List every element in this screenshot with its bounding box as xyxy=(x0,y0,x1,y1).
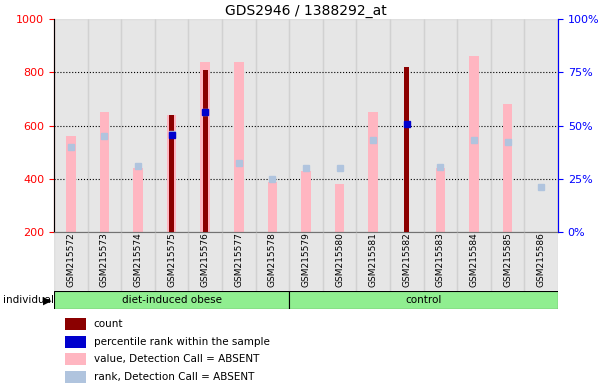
Text: percentile rank within the sample: percentile rank within the sample xyxy=(94,337,269,347)
Text: GSM215585: GSM215585 xyxy=(503,232,512,287)
Text: control: control xyxy=(406,295,442,305)
Text: GSM215582: GSM215582 xyxy=(403,232,412,287)
Bar xyxy=(88,232,121,292)
Bar xyxy=(524,19,558,232)
Bar xyxy=(323,232,356,292)
Title: GDS2946 / 1388292_at: GDS2946 / 1388292_at xyxy=(225,4,387,18)
Text: GSM215577: GSM215577 xyxy=(235,232,244,287)
Text: rank, Detection Call = ABSENT: rank, Detection Call = ABSENT xyxy=(94,372,254,382)
Bar xyxy=(356,19,390,232)
Bar xyxy=(169,115,174,232)
FancyBboxPatch shape xyxy=(54,291,289,309)
Bar xyxy=(457,19,491,232)
Text: individual: individual xyxy=(3,295,54,305)
Text: ▶: ▶ xyxy=(43,295,52,305)
Bar xyxy=(54,232,88,292)
Bar xyxy=(88,19,121,232)
Bar xyxy=(335,184,344,232)
Bar xyxy=(200,62,210,232)
Bar xyxy=(436,169,445,232)
Bar xyxy=(155,19,188,232)
Bar xyxy=(155,232,188,292)
Bar xyxy=(121,232,155,292)
Text: GSM215576: GSM215576 xyxy=(200,232,210,287)
Text: GSM215583: GSM215583 xyxy=(436,232,445,287)
FancyBboxPatch shape xyxy=(289,291,558,309)
Bar xyxy=(469,56,479,232)
Text: value, Detection Call = ABSENT: value, Detection Call = ABSENT xyxy=(94,354,259,364)
Bar xyxy=(222,19,256,232)
Bar xyxy=(66,136,76,232)
Bar xyxy=(222,232,256,292)
Bar xyxy=(356,232,390,292)
Bar xyxy=(65,318,86,330)
Bar xyxy=(404,67,409,232)
Bar xyxy=(54,19,88,232)
Bar xyxy=(323,19,356,232)
Bar xyxy=(203,70,208,232)
Text: GSM215586: GSM215586 xyxy=(537,232,546,287)
Text: GSM215584: GSM215584 xyxy=(470,232,479,287)
Bar xyxy=(289,19,323,232)
Bar xyxy=(390,19,424,232)
Bar xyxy=(503,104,512,232)
Text: diet-induced obese: diet-induced obese xyxy=(122,295,221,305)
Bar xyxy=(256,19,289,232)
Text: GSM215573: GSM215573 xyxy=(100,232,109,287)
Bar xyxy=(188,232,222,292)
Bar xyxy=(65,353,86,365)
Bar xyxy=(256,232,289,292)
Text: GSM215574: GSM215574 xyxy=(133,232,143,287)
Bar xyxy=(424,232,457,292)
Bar xyxy=(167,115,176,232)
Text: GSM215578: GSM215578 xyxy=(268,232,277,287)
Bar xyxy=(289,232,323,292)
Bar xyxy=(524,232,558,292)
Bar xyxy=(301,171,311,232)
Bar xyxy=(65,336,86,348)
Bar xyxy=(121,19,155,232)
Bar xyxy=(491,19,524,232)
Bar xyxy=(65,371,86,382)
Bar xyxy=(268,182,277,232)
Bar xyxy=(188,19,222,232)
Bar xyxy=(457,232,491,292)
Text: GSM215579: GSM215579 xyxy=(302,232,311,287)
Text: GSM215580: GSM215580 xyxy=(335,232,344,287)
Bar xyxy=(368,113,378,232)
Bar xyxy=(491,232,524,292)
Bar xyxy=(390,232,424,292)
Bar xyxy=(133,169,143,232)
Text: GSM215572: GSM215572 xyxy=(66,232,76,287)
Bar xyxy=(234,62,244,232)
Bar xyxy=(424,19,457,232)
Text: GSM215575: GSM215575 xyxy=(167,232,176,287)
Text: count: count xyxy=(94,319,123,329)
Text: GSM215581: GSM215581 xyxy=(369,232,378,287)
Bar xyxy=(100,113,109,232)
